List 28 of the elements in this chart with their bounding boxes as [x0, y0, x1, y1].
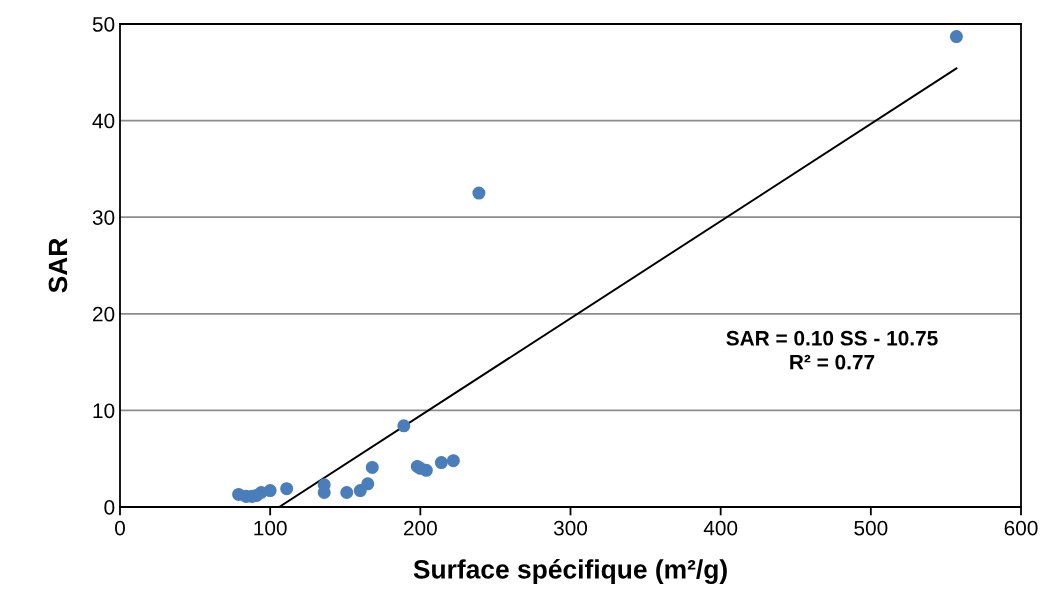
x-tick-label: 200	[404, 520, 437, 536]
x-tick-label: 100	[254, 520, 287, 536]
point	[340, 486, 354, 500]
point	[263, 484, 277, 498]
x-tick-label: 400	[703, 520, 738, 536]
x-tick-label: 600	[1004, 520, 1038, 536]
point	[397, 419, 411, 433]
y-tick-label: 20	[93, 306, 115, 322]
y-tick-label: 10	[93, 403, 115, 419]
x-tick-label: 0	[115, 520, 125, 536]
point	[365, 460, 379, 474]
point	[280, 482, 294, 496]
point	[446, 454, 460, 468]
y-tick-label: 0	[104, 500, 115, 515]
y-axis-title: SAR	[48, 238, 68, 293]
point	[419, 463, 433, 477]
x-axis-title: Surface spécifique (m²/g)	[413, 559, 727, 585]
point	[949, 30, 963, 44]
point	[434, 456, 448, 470]
point	[472, 186, 486, 200]
point	[317, 486, 331, 500]
x-tick-label: 500	[854, 520, 888, 536]
y-tick-label: 40	[92, 113, 115, 129]
y-tick-label: 50	[92, 17, 115, 32]
x-tick-label: 300	[553, 520, 588, 536]
point	[361, 477, 375, 491]
annotation: SAR = 0.10 SS - 10.75 R² = 0.77	[726, 330, 938, 370]
y-tick-label: 30	[92, 210, 115, 225]
